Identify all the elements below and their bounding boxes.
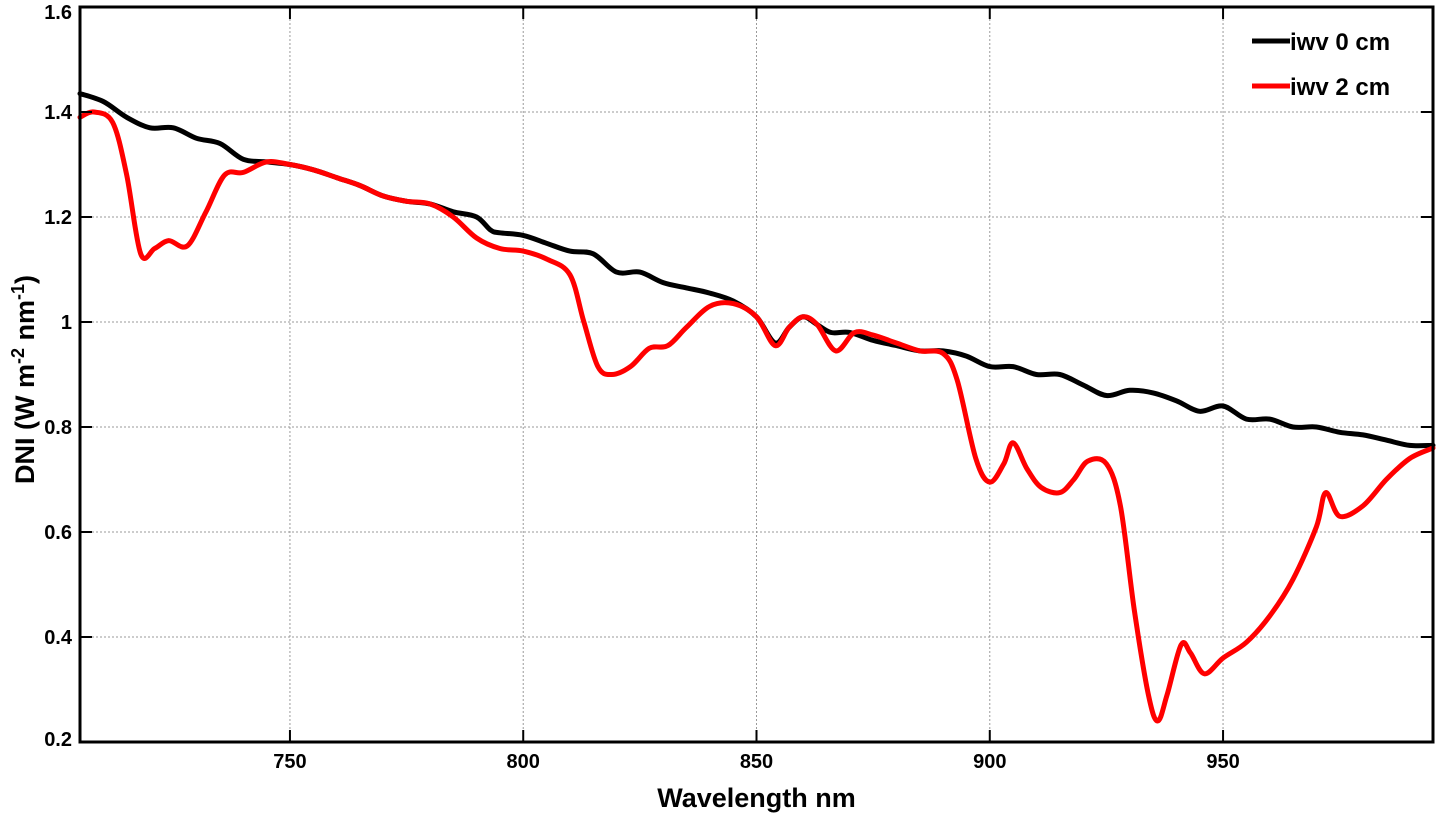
legend-label: iwv 2 cm bbox=[1290, 74, 1390, 101]
y-axis-title-end: ) bbox=[10, 275, 40, 284]
y-tick-label: 1.6 bbox=[44, 2, 72, 24]
y-tick-label: 0.8 bbox=[44, 417, 72, 439]
x-tick-labels: 750 800 850 900 950 bbox=[273, 751, 1239, 773]
y-tick-label: 1 bbox=[61, 312, 72, 334]
x-axis-title: Wavelength nm bbox=[657, 783, 856, 813]
y-tick-label: 1.4 bbox=[44, 102, 73, 124]
axis-ticks bbox=[80, 6, 1433, 743]
y-tick-labels: 0.2 0.4 0.6 0.8 1 1.2 1.4 1.6 bbox=[44, 2, 73, 751]
y-axis-title: DNI (W m-2 nm-1) bbox=[8, 275, 40, 484]
y-tick-label: 0.2 bbox=[44, 729, 72, 751]
legend-label: iwv 0 cm bbox=[1290, 29, 1390, 56]
x-tick-label: 750 bbox=[273, 751, 306, 773]
y-axis-title-mid: nm bbox=[10, 300, 40, 348]
y-tick-label: 1.2 bbox=[44, 207, 72, 229]
series-line-1 bbox=[77, 109, 1436, 724]
grid-lines bbox=[80, 6, 1433, 743]
x-tick-label: 950 bbox=[1206, 751, 1239, 773]
x-tick-label: 800 bbox=[507, 751, 540, 773]
y-tick-label: 0.6 bbox=[44, 522, 72, 544]
y-axis-title-sup1: -2 bbox=[8, 348, 28, 364]
x-tick-label: 900 bbox=[973, 751, 1006, 773]
y-tick-label: 0.4 bbox=[44, 627, 73, 649]
legend: iwv 0 cm iwv 2 cm bbox=[1252, 29, 1390, 101]
y-axis-title-sup2: -1 bbox=[8, 284, 28, 300]
x-tick-label: 850 bbox=[740, 751, 773, 773]
y-axis-title-base: DNI (W m bbox=[10, 364, 40, 484]
series-layer bbox=[77, 91, 1436, 724]
